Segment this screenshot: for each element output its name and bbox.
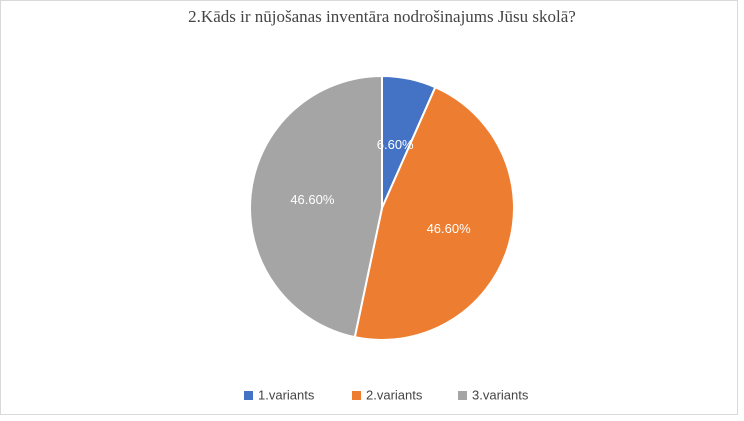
legend-label: 1.variants bbox=[258, 387, 315, 402]
pie-slice bbox=[353, 85, 515, 341]
data-label: 46.60% bbox=[290, 192, 335, 207]
pie-slice bbox=[249, 74, 383, 339]
data-label: 6.60% bbox=[377, 137, 414, 152]
chart-title: 2.Kāds ir nūjošanas inventāra nodrošinaj… bbox=[188, 7, 576, 26]
legend-swatch bbox=[458, 391, 467, 400]
legend-label: 3.variants bbox=[472, 387, 529, 402]
legend-swatch bbox=[244, 391, 253, 400]
legend-swatch bbox=[352, 391, 361, 400]
legend-label: 2.variants bbox=[366, 387, 423, 402]
data-label: 46.60% bbox=[427, 221, 472, 236]
